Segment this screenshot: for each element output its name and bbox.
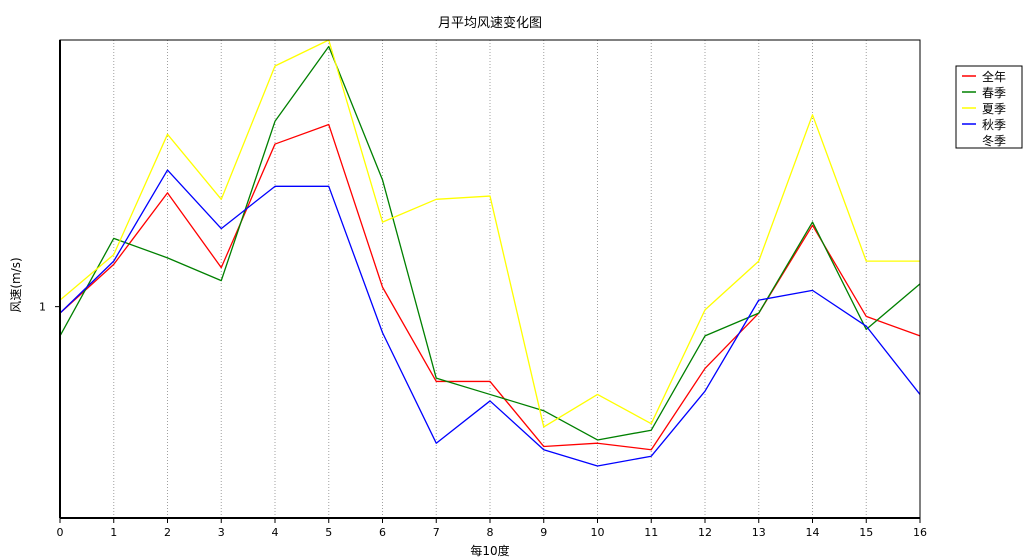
- legend-label: 全年: [982, 69, 1006, 84]
- y-tick-label: 1: [39, 301, 46, 314]
- grid-lines: [113, 40, 921, 518]
- x-tick-label: 12: [698, 526, 712, 539]
- x-tick-label: 9: [540, 526, 547, 539]
- legend-label: 春季: [982, 86, 1006, 100]
- x-tick-label: 13: [752, 526, 766, 539]
- x-tick-label: 15: [859, 526, 873, 539]
- chart-title: 月平均风速变化图: [438, 15, 542, 31]
- x-tick-label: 8: [487, 526, 494, 539]
- y-axis-label: 风速(m/s): [9, 257, 23, 312]
- x-tick-label: 1: [110, 526, 117, 539]
- x-axis-ticks: 0 1 2 3 4 5 6 7 8 9 10 11 12 13 14 15 16: [57, 518, 927, 539]
- legend-label: 冬季: [982, 133, 1006, 148]
- x-tick-label: 0: [57, 526, 64, 539]
- series-lines: [59, 39, 921, 467]
- legend-label: 夏季: [982, 102, 1006, 116]
- series-line-1: [59, 45, 921, 441]
- series-line-3: [59, 169, 921, 467]
- x-tick-label: 4: [272, 526, 279, 539]
- x-tick-label: 6: [379, 526, 386, 539]
- x-tick-label: 10: [591, 526, 605, 539]
- legend-label: 秋季: [982, 118, 1006, 132]
- x-tick-label: 14: [806, 526, 820, 539]
- x-tick-label: 7: [433, 526, 440, 539]
- x-tick-label: 16: [913, 526, 927, 539]
- x-tick-label: 11: [644, 526, 658, 539]
- x-axis-label: 每10度: [470, 543, 509, 558]
- y-axis-ticks: 1: [39, 301, 60, 314]
- legend-box: [955, 65, 1023, 149]
- series-line-2: [59, 39, 920, 428]
- plot-area-frame: [59, 39, 921, 519]
- x-tick-label: 2: [164, 526, 171, 539]
- x-tick-label: 5: [325, 526, 332, 539]
- x-tick-label: 3: [218, 526, 225, 539]
